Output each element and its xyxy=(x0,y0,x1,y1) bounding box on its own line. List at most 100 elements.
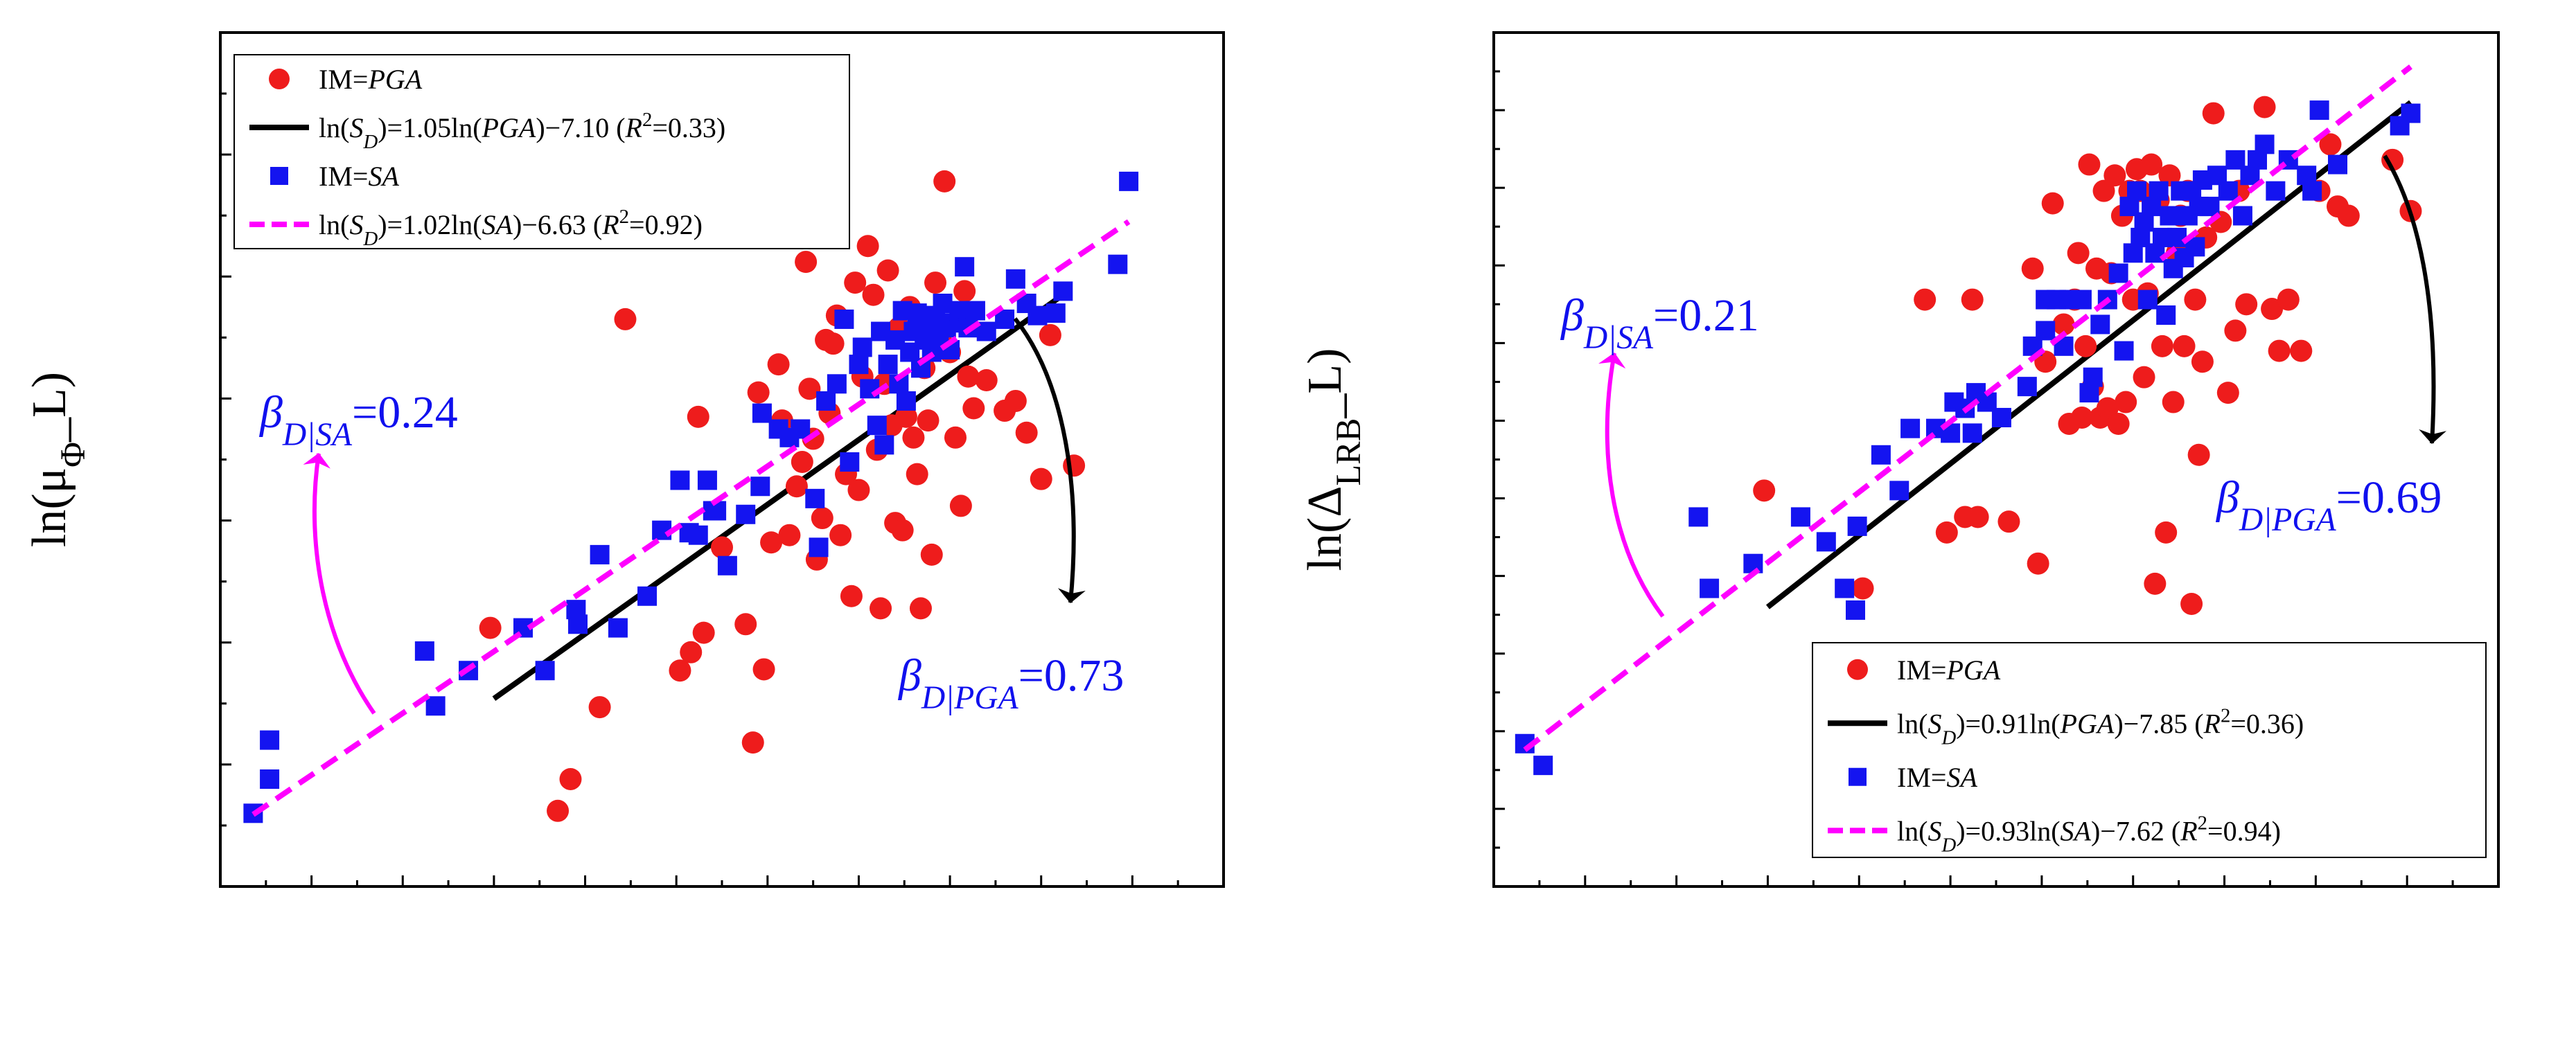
legend-text-part: D xyxy=(362,228,378,250)
pga-data-point xyxy=(798,377,821,400)
legend-text-part: SA xyxy=(482,209,513,240)
pga-data-point xyxy=(2290,339,2313,362)
sa-data-point xyxy=(2108,263,2128,283)
sa-data-point xyxy=(955,257,975,277)
sa-data-point xyxy=(2137,289,2158,310)
legend-text-part: SA xyxy=(368,161,399,192)
beta-subscript: D|SA xyxy=(282,417,353,453)
pga-data-point xyxy=(2184,288,2207,311)
pga-data-point xyxy=(692,621,715,644)
beta-pga-arrow xyxy=(1013,317,1086,603)
sa-data-point xyxy=(1962,423,1982,443)
beta-symbol: β xyxy=(1560,290,1584,341)
pga-data-point xyxy=(2180,592,2203,615)
sa-data-point xyxy=(1700,578,1720,598)
pga-data-point xyxy=(2041,192,2064,215)
legend-entry-label: ln(SD)=1.02ln(SA)−6.63 (R2=0.92) xyxy=(319,206,703,250)
legend-text-part: D xyxy=(1941,726,1956,749)
legend-text-part: S xyxy=(349,112,363,143)
pga-data-point xyxy=(588,696,611,719)
beta-value: =0.24 xyxy=(352,387,458,438)
pga-data-point xyxy=(2202,102,2225,125)
pga-data-point xyxy=(1004,389,1027,412)
sa-data-point xyxy=(1790,507,1810,527)
legend-text-part: R xyxy=(601,209,619,240)
sa-data-point xyxy=(896,391,916,411)
pga-data-point xyxy=(2103,164,2126,187)
sa-data-point xyxy=(1871,445,1891,465)
pga-data-point xyxy=(920,543,943,566)
sa-data-point xyxy=(2090,314,2110,335)
legend-text-part: ln( xyxy=(319,112,349,143)
sa-data-point xyxy=(752,403,772,423)
legend-text-part: )−7.85 ( xyxy=(2114,708,2203,739)
sa-data-point xyxy=(2328,154,2347,175)
legend-text-part: 2 xyxy=(2221,704,2230,726)
pga-data-point xyxy=(747,381,770,404)
pga-data-point xyxy=(962,397,985,420)
legend-text-part: SA xyxy=(1946,762,1977,793)
sa-data-point xyxy=(1991,407,2011,427)
legend-text-part: R xyxy=(625,112,642,143)
sa-data-point xyxy=(852,337,872,357)
sa-data-point xyxy=(2200,197,2220,217)
sa-data-point xyxy=(750,476,770,497)
pga-data-point xyxy=(2067,242,2090,265)
pga-data-point xyxy=(2216,382,2239,404)
beta-sa-arrow xyxy=(303,453,376,715)
pga-data-point xyxy=(894,405,917,428)
sa-data-point xyxy=(867,416,887,436)
pga-data-point xyxy=(2337,204,2360,227)
sa-data-point xyxy=(827,374,847,394)
pga-data-point xyxy=(785,475,808,498)
pga-data-point xyxy=(862,283,885,306)
sa-data-point xyxy=(2149,181,2169,201)
y-axis-title-subscript: Φ xyxy=(53,442,92,467)
pga-data-point xyxy=(2191,350,2214,373)
sa-data-point xyxy=(568,614,588,634)
pga-data-point xyxy=(752,658,775,681)
pga-data-point xyxy=(822,332,845,355)
legend-entry-label: IM=PGA xyxy=(319,64,423,95)
sa-data-point xyxy=(2309,100,2329,121)
sa-data-point xyxy=(840,452,860,472)
pga-data-point xyxy=(933,170,956,193)
pga-data-point xyxy=(975,369,998,392)
pga-data-point xyxy=(2173,335,2196,357)
pga-data-point xyxy=(711,536,733,559)
pga-data-point xyxy=(856,235,879,258)
sa-data-point xyxy=(260,730,280,750)
pga-data-point xyxy=(917,409,939,432)
sa-data-point xyxy=(2401,103,2421,123)
y-axis-title: ln(ΔLRB_L) xyxy=(1298,348,1368,571)
legend-text-part: IM= xyxy=(1897,654,1946,686)
sa-data-point xyxy=(965,301,985,321)
legend-text-part: SA xyxy=(2061,815,2092,846)
sa-data-point xyxy=(933,294,953,314)
pga-data-point xyxy=(680,641,703,663)
legend-text-part: S xyxy=(1927,708,1941,739)
sa-data-point xyxy=(697,470,717,490)
pga-data-point xyxy=(2319,133,2342,156)
legend-key-sa-marker xyxy=(270,167,288,185)
legend-text-part: )=0.91ln( xyxy=(1956,708,2060,739)
legend-text-part: =0.36) xyxy=(2230,708,2304,739)
pga-data-point xyxy=(741,731,764,754)
pga-data-point xyxy=(559,767,582,790)
beta-value: =0.73 xyxy=(1018,650,1124,701)
legend-box xyxy=(233,54,850,249)
sa-data-point xyxy=(2266,181,2286,201)
sa-data-point xyxy=(707,501,727,521)
sa-data-point xyxy=(2017,377,2037,397)
legend-key-pga-marker xyxy=(269,69,290,89)
beta-pga-annotation: βD|PGA=0.73 xyxy=(897,650,1124,716)
pga-data-point xyxy=(829,524,852,546)
legend-text-part: )−7.10 ( xyxy=(536,112,625,143)
pga-data-point xyxy=(1997,510,2020,533)
pga-data-point xyxy=(547,799,570,822)
sa-data-point xyxy=(849,355,869,375)
pga-data-point xyxy=(906,463,928,485)
sa-data-point xyxy=(1027,305,1048,326)
